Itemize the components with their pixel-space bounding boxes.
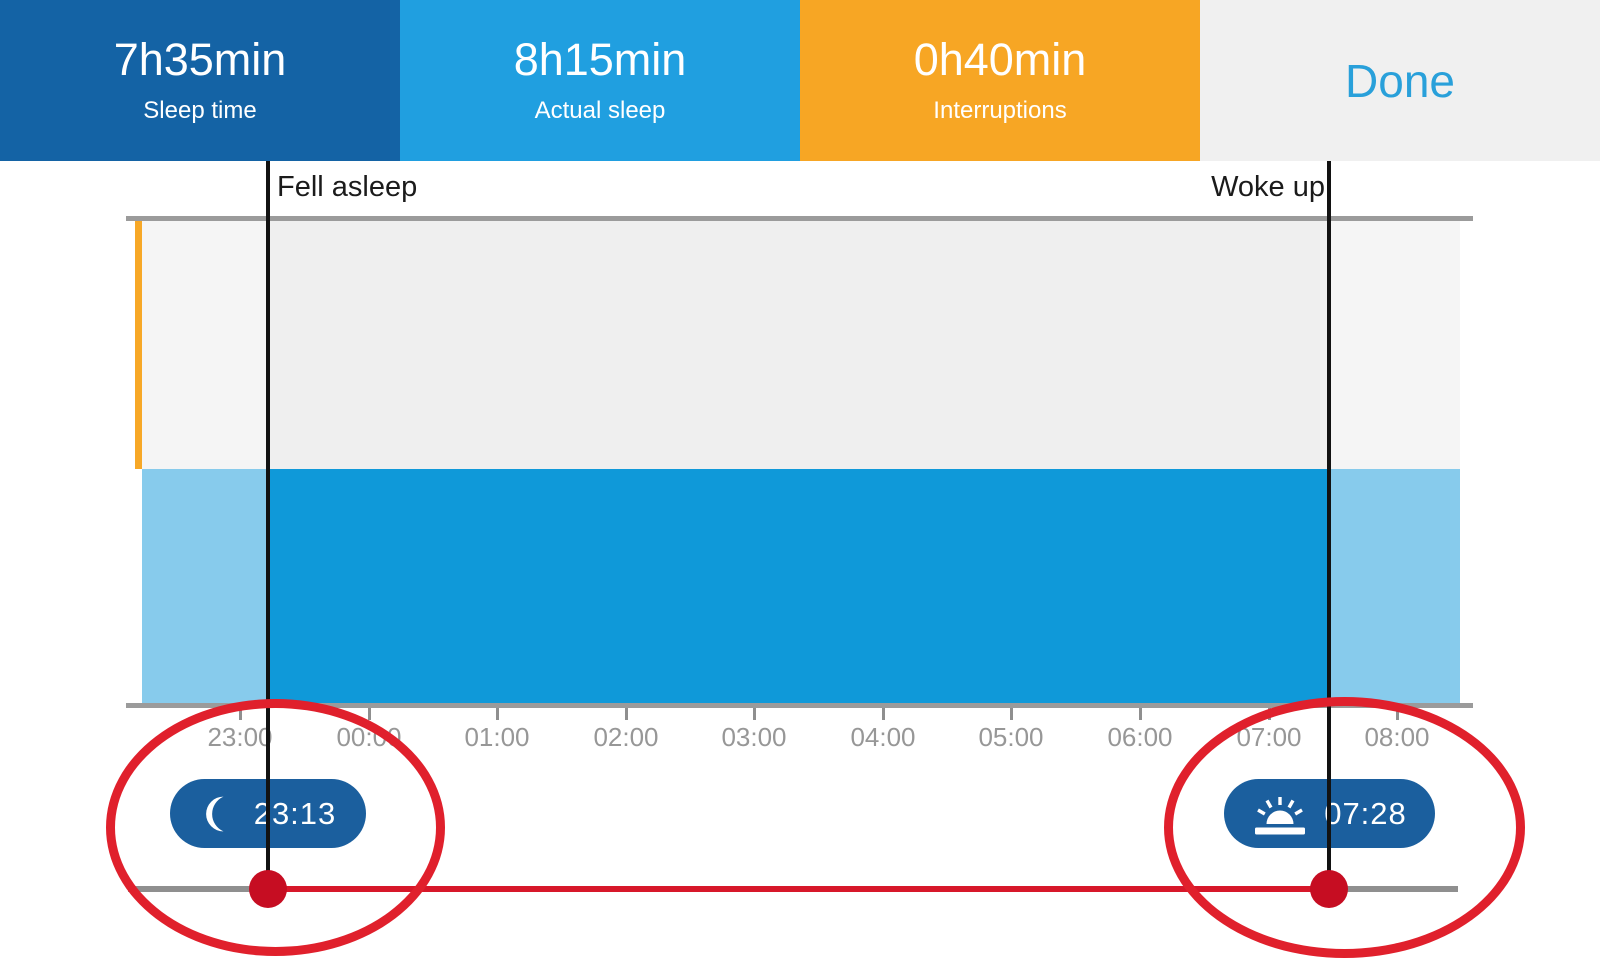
sunrise-icon bbox=[1255, 796, 1306, 834]
x-axis-tick bbox=[1009, 708, 1013, 720]
sleep-time-value: 7h35min bbox=[113, 33, 287, 85]
x-axis-tick-label: 03:00 bbox=[721, 722, 787, 752]
done-button[interactable]: Done bbox=[1200, 0, 1600, 161]
sleep-time-label: Sleep time bbox=[143, 96, 257, 124]
x-axis-tick bbox=[1395, 708, 1399, 720]
x-axis-tick-label: 04:00 bbox=[850, 722, 916, 752]
stat-interruptions: 0h40min Interruptions bbox=[800, 0, 1200, 161]
x-axis-tick-label: 07:00 bbox=[1236, 722, 1302, 752]
x-axis-tick bbox=[1267, 708, 1271, 720]
interruption-gap bbox=[135, 469, 142, 703]
woke-up-label: Woke up bbox=[1211, 171, 1325, 203]
woke-up-marker-line bbox=[1327, 161, 1331, 889]
x-axis-tick bbox=[495, 708, 499, 720]
x-axis-tick-label: 05:00 bbox=[978, 722, 1044, 752]
x-axis-tick bbox=[1138, 708, 1142, 720]
done-button-label: Done bbox=[1345, 54, 1455, 107]
slider-track-left[interactable] bbox=[128, 886, 268, 892]
stat-actual-sleep: 8h15min Actual sleep bbox=[400, 0, 800, 161]
slider-selected-range bbox=[268, 886, 1329, 892]
actual-sleep-value: 8h15min bbox=[513, 33, 687, 85]
interruptions-label: Interruptions bbox=[933, 96, 1067, 124]
x-axis-tick bbox=[752, 708, 756, 720]
plot-area bbox=[135, 221, 1460, 703]
x-axis-tick-label: 06:00 bbox=[1107, 722, 1173, 752]
chart-top-border bbox=[126, 216, 1473, 221]
sleep-start-handle[interactable] bbox=[249, 870, 287, 908]
x-axis-tick bbox=[624, 708, 628, 720]
x-axis-line bbox=[126, 703, 1473, 708]
interruption-bars bbox=[135, 221, 146, 703]
x-axis-tick-label: 01:00 bbox=[464, 722, 530, 752]
fell-asleep-marker-line bbox=[266, 161, 270, 889]
interruption-bar-awake bbox=[135, 221, 142, 469]
x-axis-tick bbox=[238, 708, 242, 720]
x-axis-tick-label: 23:00 bbox=[207, 722, 273, 752]
x-axis-tick bbox=[367, 708, 371, 720]
x-axis-tick-label: 00:00 bbox=[336, 722, 402, 752]
fell-asleep-label: Fell asleep bbox=[277, 171, 418, 203]
x-axis-tick-label: 02:00 bbox=[593, 722, 659, 752]
x-axis-tick bbox=[881, 708, 885, 720]
wake-handle[interactable] bbox=[1310, 870, 1348, 908]
stat-sleep-time: 7h35min Sleep time bbox=[0, 0, 400, 161]
x-axis-tick-label: 08:00 bbox=[1364, 722, 1430, 752]
interruptions-value: 0h40min bbox=[913, 33, 1087, 85]
actual-sleep-label: Actual sleep bbox=[534, 96, 666, 124]
summary-header: 7h35min Sleep time 8h15min Actual sleep … bbox=[0, 0, 1600, 161]
wake-time: 07:28 bbox=[1324, 795, 1407, 831]
slider-track-right[interactable] bbox=[1329, 886, 1458, 892]
deep-sleep-band bbox=[268, 469, 1329, 703]
moon-icon bbox=[205, 796, 224, 831]
